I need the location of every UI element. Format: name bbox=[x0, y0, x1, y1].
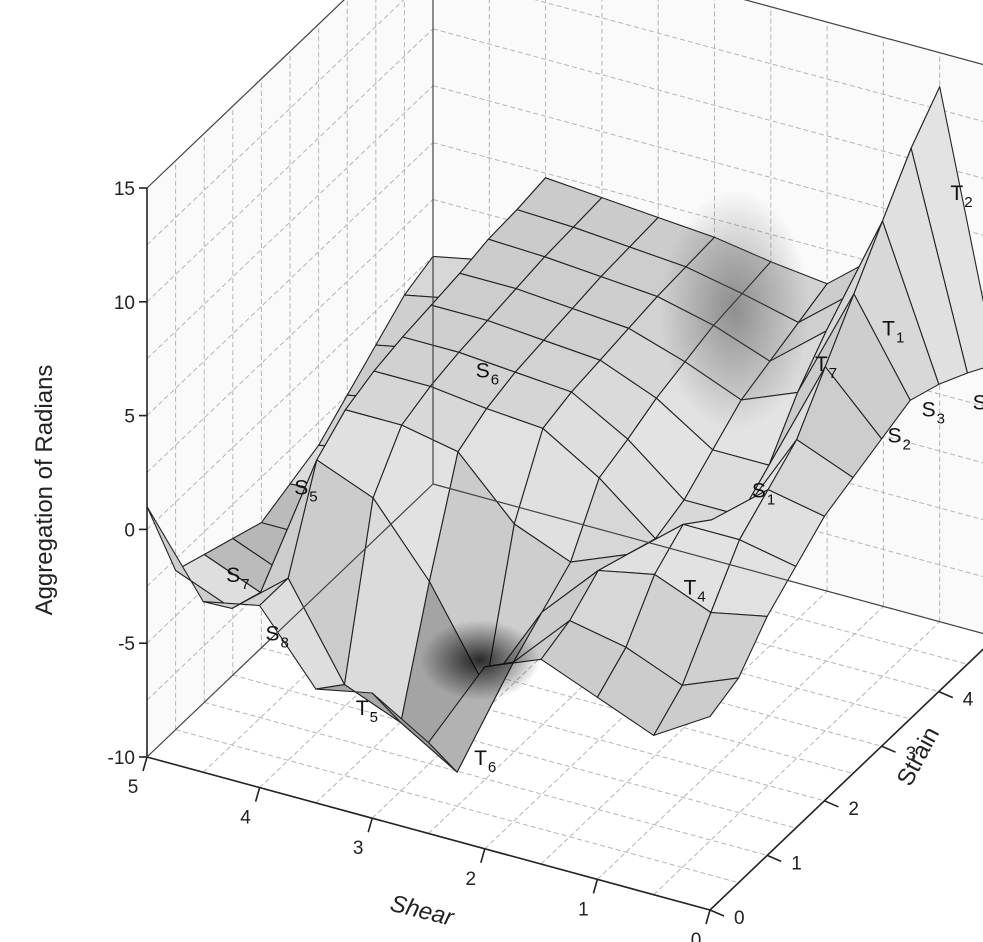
strain-tick-mark bbox=[881, 745, 896, 753]
surface-mesh bbox=[146, 86, 983, 773]
grid-left-wall-z bbox=[146, 28, 434, 303]
shear-tick-mark bbox=[480, 848, 486, 864]
grid-floor-strain bbox=[232, 674, 796, 829]
shear-tick-mark bbox=[254, 787, 261, 802]
grid-left-wall-z bbox=[146, 0, 405, 246]
z-tick-label: 0 bbox=[124, 520, 135, 541]
shear-tick-label: 5 bbox=[128, 777, 139, 798]
annotation-label: T2 bbox=[950, 182, 972, 211]
strain-tick-label: 1 bbox=[791, 853, 802, 874]
grid-floor-shear bbox=[709, 648, 983, 911]
annotation-label: T6 bbox=[474, 747, 496, 776]
y-axis-line bbox=[709, 648, 983, 911]
z-tick-label: -10 bbox=[108, 748, 135, 769]
left-floor-edge bbox=[146, 483, 434, 758]
annotation-label: S2 bbox=[888, 424, 911, 453]
annotation-label: T5 bbox=[356, 697, 378, 726]
z-tick-label: -5 bbox=[118, 634, 135, 655]
annotations: T1T2T3T4T5T6T7S1S2S3S4S5S6S7S8 bbox=[226, 182, 983, 776]
grid-back-wall-z bbox=[432, 85, 983, 236]
annotation-label: S7 bbox=[226, 564, 249, 593]
peak-shade bbox=[660, 190, 810, 430]
annotation-label: S5 bbox=[294, 477, 317, 506]
grid-left-wall-z bbox=[146, 85, 434, 360]
strain-tick-mark bbox=[938, 690, 954, 699]
shear-tick-label: 1 bbox=[578, 899, 589, 920]
annotation-label: T7 bbox=[815, 353, 837, 382]
shear-tick-label: 4 bbox=[240, 808, 251, 829]
pit-shade bbox=[420, 620, 540, 700]
grid-floor-shear bbox=[653, 621, 941, 896]
y-axis-title: Strain bbox=[892, 722, 945, 790]
grid-floor-shear bbox=[540, 590, 828, 865]
x-axis-title: Shear bbox=[387, 890, 457, 932]
annotation-label: S6 bbox=[476, 360, 499, 389]
grid-back-wall-z bbox=[432, 28, 983, 179]
strain-tick-mark bbox=[709, 909, 725, 917]
strain-tick-label: 2 bbox=[848, 799, 859, 820]
z-tick-label: 10 bbox=[114, 293, 135, 314]
grid-floor-shear bbox=[597, 606, 884, 880]
grid-left-wall-z bbox=[146, 256, 434, 530]
annotation-label: S3 bbox=[922, 399, 945, 428]
strain-tick-mark bbox=[766, 854, 782, 863]
annotation-label: T4 bbox=[684, 576, 706, 605]
strain-tick-label: 3 bbox=[906, 744, 917, 765]
strain-tick-mark bbox=[824, 800, 839, 808]
grid-left-wall-z bbox=[146, 199, 434, 473]
x-axis-line bbox=[146, 756, 711, 911]
grid-floor-strain bbox=[175, 729, 739, 884]
shear-tick-mark bbox=[705, 909, 711, 925]
left-top-edge bbox=[146, 0, 345, 189]
tick-labels: -10-5051015543210012345 bbox=[108, 179, 974, 942]
back-top-edge bbox=[743, 0, 983, 66]
strain-tick-label: 4 bbox=[963, 690, 974, 711]
annotation-label: S1 bbox=[752, 480, 775, 509]
surface-shading bbox=[420, 190, 810, 700]
shear-tick-label: 3 bbox=[353, 838, 364, 859]
grid-left-wall-z bbox=[146, 142, 434, 416]
surface-facet bbox=[653, 677, 740, 736]
z-tick-label: 15 bbox=[114, 179, 135, 200]
shear-tick-label: 0 bbox=[691, 930, 702, 942]
back-floor-edge bbox=[432, 483, 983, 635]
annotation-label: S4 bbox=[973, 391, 983, 420]
strain-tick-label: 0 bbox=[734, 908, 745, 929]
z-tick-label: 5 bbox=[124, 407, 135, 428]
shear-tick-mark bbox=[142, 756, 148, 772]
grid-floor-strain bbox=[204, 701, 768, 856]
axes bbox=[146, 0, 983, 911]
z-axis-title: Aggregation of Radians bbox=[31, 365, 58, 616]
shear-tick-mark bbox=[592, 879, 599, 894]
shear-tick-mark bbox=[367, 817, 373, 833]
annotation-label: T1 bbox=[882, 318, 904, 347]
shear-tick-label: 2 bbox=[466, 869, 477, 890]
annotation-label: S8 bbox=[266, 623, 289, 652]
